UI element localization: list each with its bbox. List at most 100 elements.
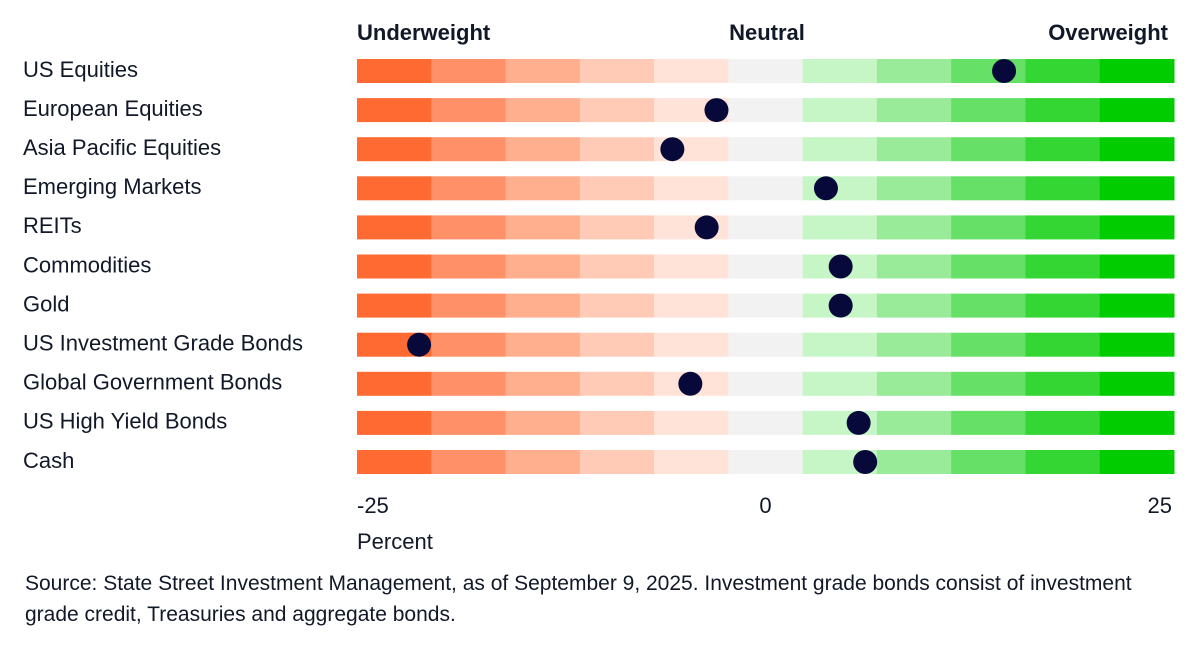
scale-band bbox=[357, 98, 432, 123]
scale-label: Neutral bbox=[729, 20, 805, 45]
chart: Underweight Neutral Overweight Percent U… bbox=[23, 20, 1175, 554]
scale-band bbox=[876, 450, 952, 474]
scale-band bbox=[1025, 176, 1101, 201]
scale-band bbox=[1099, 215, 1175, 240]
scale-band bbox=[728, 59, 804, 83]
scale-band bbox=[431, 254, 507, 279]
scale-band bbox=[951, 98, 1026, 123]
scale-band bbox=[579, 215, 655, 240]
scale-band bbox=[505, 137, 581, 162]
scale-band bbox=[579, 254, 655, 279]
scale-band bbox=[1025, 410, 1101, 435]
scale-band bbox=[357, 137, 432, 162]
scale-band bbox=[1099, 98, 1175, 123]
scale-band bbox=[579, 59, 655, 83]
scale-band bbox=[1025, 254, 1101, 279]
scale-band bbox=[1099, 254, 1175, 279]
scale-band bbox=[1099, 450, 1175, 474]
scale-band bbox=[728, 371, 804, 396]
scale-band bbox=[1099, 332, 1175, 357]
scale-band bbox=[654, 176, 729, 201]
scale-band bbox=[728, 137, 804, 162]
scale-band bbox=[876, 293, 952, 318]
scale-band bbox=[431, 98, 507, 123]
scale-band bbox=[431, 293, 507, 318]
row-label: Cash bbox=[23, 448, 74, 473]
scale-band bbox=[431, 410, 507, 435]
row-label: Gold bbox=[23, 291, 69, 316]
row-label: Emerging Markets bbox=[23, 174, 202, 199]
scale-band bbox=[876, 98, 952, 123]
scale-band bbox=[1099, 59, 1175, 83]
dot bbox=[407, 332, 432, 357]
dot bbox=[813, 176, 838, 201]
scale-band bbox=[431, 371, 507, 396]
scale-band bbox=[1099, 410, 1175, 435]
row-label: REITs bbox=[23, 213, 82, 238]
row-label: Global Government Bonds bbox=[23, 370, 282, 395]
dot bbox=[694, 215, 719, 240]
scale-band bbox=[654, 59, 729, 83]
scale-band bbox=[802, 215, 878, 240]
scale-band bbox=[728, 254, 804, 279]
scale-band bbox=[876, 410, 952, 435]
dot bbox=[828, 254, 853, 279]
scale-band bbox=[876, 137, 952, 162]
dot bbox=[678, 371, 703, 396]
row-label: US Equities bbox=[23, 57, 138, 82]
scale-band bbox=[951, 371, 1026, 396]
scale-band bbox=[1099, 137, 1175, 162]
scale-band bbox=[579, 332, 655, 357]
scale-band bbox=[1099, 371, 1175, 396]
scale-band bbox=[876, 254, 952, 279]
scale-band bbox=[1025, 332, 1101, 357]
scale-band bbox=[1025, 450, 1101, 474]
scale-band bbox=[1025, 293, 1101, 318]
dot bbox=[853, 450, 878, 474]
scale-band bbox=[876, 59, 952, 83]
row-label: European Equities bbox=[23, 96, 203, 121]
row-label: US High Yield Bonds bbox=[23, 409, 227, 434]
scale-band bbox=[357, 59, 432, 83]
dot bbox=[992, 59, 1017, 83]
scale-band bbox=[431, 332, 507, 357]
scale-band bbox=[802, 137, 878, 162]
scale-band bbox=[1099, 293, 1175, 318]
scale-band bbox=[728, 176, 804, 201]
scale-band bbox=[431, 59, 507, 83]
scale-band bbox=[802, 371, 878, 396]
dot bbox=[846, 410, 871, 435]
scale-band bbox=[876, 176, 952, 201]
scale-band bbox=[579, 371, 655, 396]
scale-band bbox=[951, 450, 1026, 474]
scale-band bbox=[357, 410, 432, 435]
scale-band bbox=[505, 215, 581, 240]
scale-band bbox=[431, 215, 507, 240]
scale-band bbox=[357, 254, 432, 279]
scale-band bbox=[951, 293, 1026, 318]
scale-band bbox=[579, 410, 655, 435]
scale-band bbox=[505, 332, 581, 357]
scale-band bbox=[876, 371, 952, 396]
scale-band bbox=[505, 371, 581, 396]
dot bbox=[704, 98, 729, 123]
scale-band bbox=[951, 176, 1026, 201]
x-axis-label: Percent bbox=[357, 529, 433, 554]
scale-band bbox=[802, 176, 878, 201]
scale-band bbox=[951, 215, 1026, 240]
scale-band bbox=[1025, 98, 1101, 123]
scale-band bbox=[1025, 59, 1101, 83]
scale-band bbox=[802, 98, 878, 123]
scale-band bbox=[728, 98, 804, 123]
scale-band bbox=[654, 450, 729, 474]
scale-band bbox=[728, 450, 804, 474]
scale-band bbox=[802, 59, 878, 83]
scale-band bbox=[728, 215, 804, 240]
row-label: Commodities bbox=[23, 252, 151, 277]
row-label: Asia Pacific Equities bbox=[23, 135, 221, 160]
row-label: US Investment Grade Bonds bbox=[23, 331, 303, 356]
dot bbox=[660, 137, 685, 162]
scale-band bbox=[579, 293, 655, 318]
scale-band bbox=[951, 254, 1026, 279]
